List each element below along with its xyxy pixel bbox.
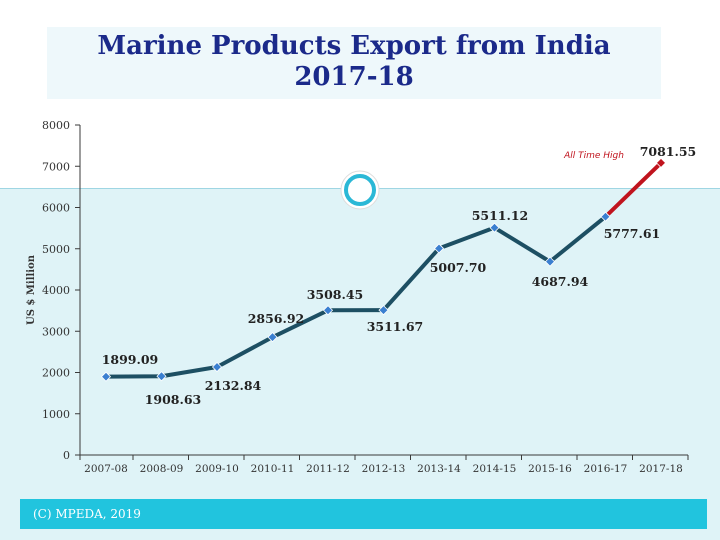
x-tick-label: 2014-15	[473, 463, 517, 475]
data-point	[211, 361, 223, 373]
y-tick-label: 7000	[42, 160, 70, 173]
chart-title: Marine Products Export from India 2017-1…	[47, 31, 661, 93]
x-tick-label: 2010-11	[251, 463, 295, 475]
x-tick-label: 2017-18	[639, 463, 683, 475]
data-point	[267, 332, 278, 343]
annotation-label: All Time High	[563, 151, 624, 161]
title-box	[47, 27, 661, 99]
data-point	[489, 222, 500, 233]
data-point	[322, 305, 334, 316]
data-point	[655, 157, 667, 168]
y-tick-label: 8000	[42, 119, 70, 132]
data-point	[433, 243, 445, 254]
ring-inner	[344, 174, 376, 206]
y-tick-label: 6000	[42, 202, 70, 215]
data-label: 1908.63	[145, 392, 202, 407]
x-tick-label: 2007-08	[84, 463, 128, 475]
data-label: 3511.67	[367, 319, 424, 334]
y-tick-label: 2000	[42, 367, 70, 380]
chart-title-line: Marine Products Export from India	[97, 31, 611, 61]
x-tick-label: 2008-09	[140, 463, 184, 475]
data-point	[378, 305, 389, 316]
data-label: 1899.09	[102, 352, 159, 367]
data-point	[100, 371, 112, 382]
data-label: 2856.92	[248, 311, 305, 326]
x-tick-label: 2013-14	[417, 463, 461, 475]
footer-bar	[20, 499, 707, 529]
y-axis-title: US $ Million	[26, 254, 37, 325]
x-tick-label: 2011-12	[306, 463, 350, 475]
data-point	[156, 371, 167, 382]
data-label: 5511.12	[472, 208, 529, 223]
x-tick-label: 2009-10	[195, 463, 239, 475]
y-tick-label: 3000	[42, 325, 70, 338]
data-label: 4687.94	[532, 274, 589, 289]
data-label: 5777.61	[604, 226, 661, 241]
data-label: 7081.55	[640, 144, 697, 159]
data-label: 2132.84	[205, 378, 262, 393]
background-bottom	[0, 189, 720, 540]
data-point	[544, 256, 556, 267]
y-tick-label: 5000	[42, 243, 70, 256]
x-tick-label: 2012-13	[362, 463, 406, 475]
series-line	[104, 214, 608, 379]
series-line-highlight	[603, 160, 663, 219]
data-point	[600, 211, 611, 222]
x-tick-label: 2015-16	[528, 463, 572, 475]
chart-title-line: 2017-18	[294, 62, 414, 92]
footer-credit: (C) MPEDA, 2019	[33, 507, 141, 521]
y-tick-label: 4000	[42, 284, 70, 297]
x-tick-label: 2016-17	[584, 463, 628, 475]
data-label: 3508.45	[307, 287, 364, 302]
y-tick-label: 1000	[42, 408, 70, 421]
data-label: 5007.70	[430, 260, 487, 275]
y-tick-label: 0	[63, 449, 70, 462]
